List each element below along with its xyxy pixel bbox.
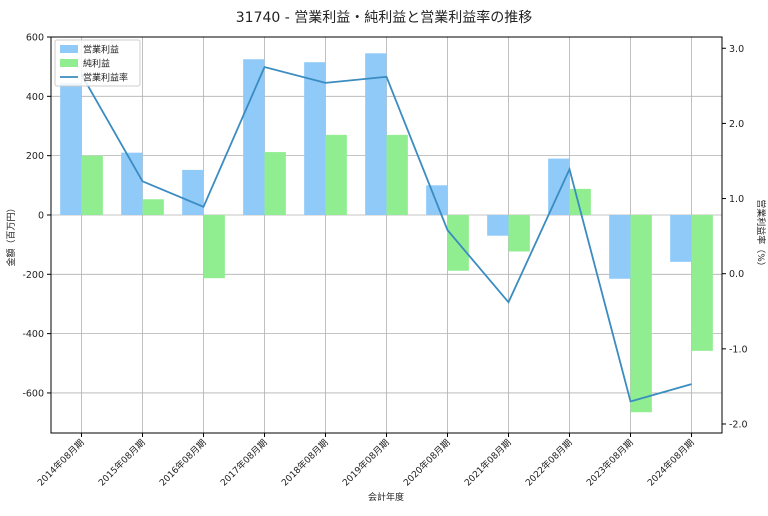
y2-tick-label: 2.0: [729, 119, 744, 130]
bar-operating-profit: [426, 185, 447, 215]
y2-tick-label: 0.0: [729, 269, 744, 280]
x-tick-label: 2024年08月期: [645, 437, 697, 489]
y-tick-label: -600: [22, 388, 44, 399]
x-tick-label: 2021年08月期: [462, 437, 514, 489]
y-axis-label: 金額（百万円）: [5, 203, 17, 266]
legend-swatch: [60, 45, 78, 53]
x-tick-label: 2016年08月期: [157, 437, 209, 489]
y2-tick-label: -2.0: [729, 419, 748, 430]
x-axis-label: 会計年度: [368, 491, 404, 503]
y-tick-label: -400: [22, 329, 44, 340]
bar-net-profit: [387, 135, 408, 215]
y2-tick-label: 3.0: [729, 44, 744, 55]
x-tick-label: 2015年08月期: [96, 437, 148, 489]
x-tick-label: 2014年08月期: [35, 437, 87, 489]
x-tick-label: 2020年08月期: [401, 437, 453, 489]
legend-label: 営業利益: [83, 44, 119, 56]
bar-operating-profit: [670, 215, 691, 262]
bar-operating-profit: [60, 83, 81, 215]
bar-operating-profit: [182, 170, 203, 215]
y2-tick-label: 1.0: [729, 194, 744, 205]
bar-net-profit: [204, 215, 225, 278]
bar-net-profit: [82, 156, 103, 215]
bar-operating-profit: [609, 215, 630, 279]
bar-operating-profit: [243, 59, 264, 215]
y-tick-label: -200: [22, 270, 44, 281]
bar-operating-profit: [487, 215, 508, 236]
x-tick-label: 2018年08月期: [279, 437, 331, 489]
bar-operating-profit: [304, 62, 325, 215]
bar-net-profit: [143, 199, 164, 215]
legend-label: 営業利益率: [83, 72, 128, 84]
x-tick-label: 2022年08月期: [523, 437, 575, 489]
bar-operating-profit: [548, 159, 569, 215]
x-tick-label: 2023年08月期: [584, 437, 636, 489]
y-tick-label: 400: [26, 92, 44, 103]
x-tick-label: 2019年08月期: [340, 437, 392, 489]
legend-swatch: [60, 59, 78, 67]
y2-tick-label: -1.0: [729, 344, 748, 355]
bar-net-profit: [692, 215, 713, 351]
y-tick-label: 200: [26, 151, 44, 162]
y2-axis-label: 営業利益率（%）: [755, 199, 767, 271]
x-tick-label: 2017年08月期: [218, 437, 270, 489]
chart-title: 31740 - 営業利益・純利益と営業利益率の推移: [236, 9, 533, 26]
legend-label: 純利益: [83, 58, 110, 70]
y-tick-label: 0: [38, 210, 44, 221]
y-tick-label: 600: [26, 33, 44, 44]
bar-net-profit: [631, 215, 652, 412]
bar-net-profit: [509, 215, 530, 251]
bar-net-profit: [265, 152, 286, 215]
bar-net-profit: [326, 135, 347, 215]
